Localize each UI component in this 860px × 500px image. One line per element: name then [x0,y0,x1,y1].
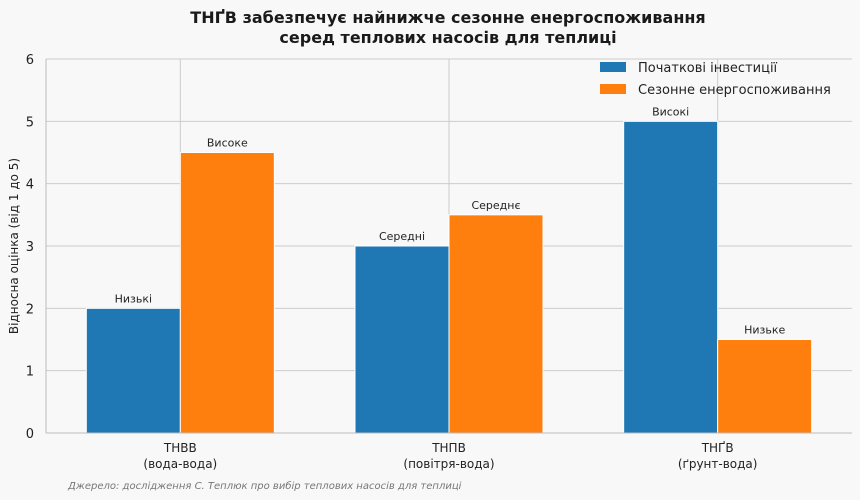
chart-title-line-2: серед теплових насосів для теплиці [279,28,616,47]
bar-initial-investment [85,307,181,434]
legend-swatch [600,84,626,94]
x-category-label: ТНПВ [431,441,466,455]
y-tick-label: 1 [26,365,34,380]
y-tick-label: 5 [26,115,34,130]
bar-data-label: Високі [652,105,689,118]
legend-label: Початкові інвестиції [638,61,778,76]
chart-title-line-1: ТНҐВ забезпечує найнижче сезонне енергос… [190,8,705,27]
y-axis-label: Відносна оцінка (від 1 до 5) [7,158,21,334]
y-tick-label: 3 [26,240,34,255]
bar-data-label: Середні [379,230,425,243]
data-labels: Низькі Високе Середні Середнє Високі Низьке [115,105,786,336]
bar-seasonal-energy [179,152,275,434]
x-category-label: ТНҐВ [701,441,734,455]
bar-data-label: Високе [207,137,248,150]
bar-initial-investment [623,120,719,434]
x-category-sublabel: (ґрунт-вода) [678,457,758,471]
legend-swatch [600,62,626,72]
legend-label: Сезонне енергоспоживання [638,83,831,98]
bar-seasonal-energy [448,214,544,434]
bar-initial-investment [354,245,450,434]
bar-data-label: Низькі [115,292,152,305]
chart-title: ТНҐВ забезпечує найнижче сезонне енергос… [190,8,705,47]
x-category-sublabel: (повітря-вода) [403,457,494,471]
y-tick-label: 0 [26,427,34,442]
bar-seasonal-energy [717,339,813,434]
bar-data-label: Середнє [471,199,520,212]
bar-data-label: Низьке [744,324,785,337]
source-note: Джерело: дослідження С. Теплюк про вибір… [67,480,462,492]
x-category-sublabel: (вода-вода) [143,457,217,471]
y-tick-label: 4 [26,178,34,193]
axes: 0 1 2 3 4 5 6 ТНВВ (вода-вода) ТНПВ (повітря-вода)… [26,53,852,471]
x-category-label: ТНВВ [163,441,197,455]
y-tick-label: 2 [26,302,34,317]
y-tick-label: 6 [26,53,34,68]
legend: Початкові інвестиції Сезонне енергоспожив… [600,61,831,98]
